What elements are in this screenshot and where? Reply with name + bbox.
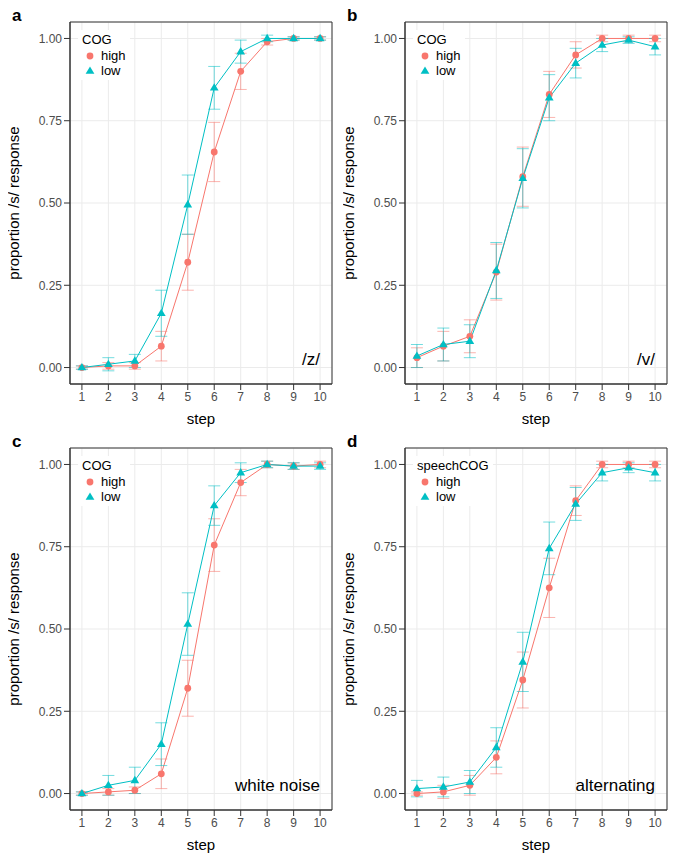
svg-text:step: step [187,836,215,853]
svg-text:8: 8 [599,390,606,404]
svg-text:2: 2 [440,816,447,830]
svg-text:step: step [187,410,215,427]
svg-text:5: 5 [184,390,191,404]
svg-text:proportion /s/ response: proportion /s/ response [343,552,357,705]
svg-text:0.00: 0.00 [39,787,63,801]
svg-text:9: 9 [290,390,297,404]
html-text:low: low [101,63,121,78]
svg-text:0.25: 0.25 [39,279,63,293]
svg-text:0.50: 0.50 [374,622,398,636]
svg-text:10: 10 [313,390,327,404]
svg-text:0.00: 0.00 [374,361,398,375]
svg-text:0.25: 0.25 [39,705,63,719]
svg-text:2: 2 [440,390,447,404]
svg-text:9: 9 [290,816,297,830]
svg-text:1.00: 1.00 [39,458,63,472]
html-text:/z/: /z/ [302,350,320,369]
html-text:speechCOG: speechCOG [417,458,489,473]
svg-text:9: 9 [625,390,632,404]
svg-text:5: 5 [519,816,526,830]
svg-text:step: step [522,836,550,853]
svg-text:3: 3 [466,390,473,404]
svg-text:0.00: 0.00 [39,361,63,375]
svg-text:0.00: 0.00 [374,787,398,801]
html-text:low: low [101,489,121,504]
svg-text:6: 6 [546,390,553,404]
svg-text:0.75: 0.75 [374,540,398,554]
svg-text:3: 3 [131,816,138,830]
svg-text:6: 6 [211,390,218,404]
svg-text:0.75: 0.75 [374,114,398,128]
svg-text:8: 8 [264,816,271,830]
svg-text:4: 4 [493,816,500,830]
svg-text:8: 8 [264,390,271,404]
svg-text:0.50: 0.50 [39,196,63,210]
html-text:COG: COG [82,32,112,47]
html-text:low: low [436,63,456,78]
html-text:c: c [12,432,22,451]
svg-text:7: 7 [237,816,244,830]
html-text:a: a [12,6,22,25]
html-text:alternating: alternating [575,776,655,795]
svg-text:4: 4 [158,390,165,404]
svg-text:7: 7 [237,390,244,404]
html-text:white noise: white noise [234,776,320,795]
svg-text:step: step [522,410,550,427]
svg-text:1: 1 [414,816,421,830]
html-text:low: low [436,489,456,504]
svg-text:7: 7 [572,816,579,830]
svg-text:3: 3 [466,816,473,830]
svg-text:proportion /s/ response: proportion /s/ response [8,126,22,279]
html-text:/v/: /v/ [637,350,655,369]
svg-text:7: 7 [572,390,579,404]
svg-text:1: 1 [414,390,421,404]
svg-text:0.25: 0.25 [374,705,398,719]
svg-text:1.00: 1.00 [39,32,63,46]
svg-text:4: 4 [493,390,500,404]
svg-text:4: 4 [158,816,165,830]
svg-text:3: 3 [131,390,138,404]
svg-text:0.50: 0.50 [374,196,398,210]
svg-text:5: 5 [519,390,526,404]
svg-text:1.00: 1.00 [374,32,398,46]
svg-text:2: 2 [105,390,112,404]
html-text:COG: COG [82,458,112,473]
svg-text:0.25: 0.25 [374,279,398,293]
svg-text:1: 1 [79,390,86,404]
svg-text:0.50: 0.50 [39,622,63,636]
html-text:b: b [347,6,358,25]
html-text:d: d [347,432,358,451]
html-text:COG: COG [417,32,447,47]
html-text:high: high [436,474,461,489]
svg-text:9: 9 [625,816,632,830]
svg-text:0.75: 0.75 [39,114,63,128]
svg-text:1.00: 1.00 [374,458,398,472]
html-text:high: high [101,474,126,489]
html-text:high: high [436,48,461,63]
svg-text:proportion /s/ response: proportion /s/ response [8,552,22,705]
svg-text:1: 1 [79,816,86,830]
svg-text:6: 6 [546,816,553,830]
svg-text:2: 2 [105,816,112,830]
svg-text:10: 10 [648,816,662,830]
svg-text:8: 8 [599,816,606,830]
svg-text:10: 10 [313,816,327,830]
svg-text:6: 6 [211,816,218,830]
svg-text:5: 5 [184,816,191,830]
html-text:high: high [101,48,126,63]
svg-text:0.75: 0.75 [39,540,63,554]
svg-text:10: 10 [648,390,662,404]
svg-text:proportion /s/ response: proportion /s/ response [343,126,357,279]
